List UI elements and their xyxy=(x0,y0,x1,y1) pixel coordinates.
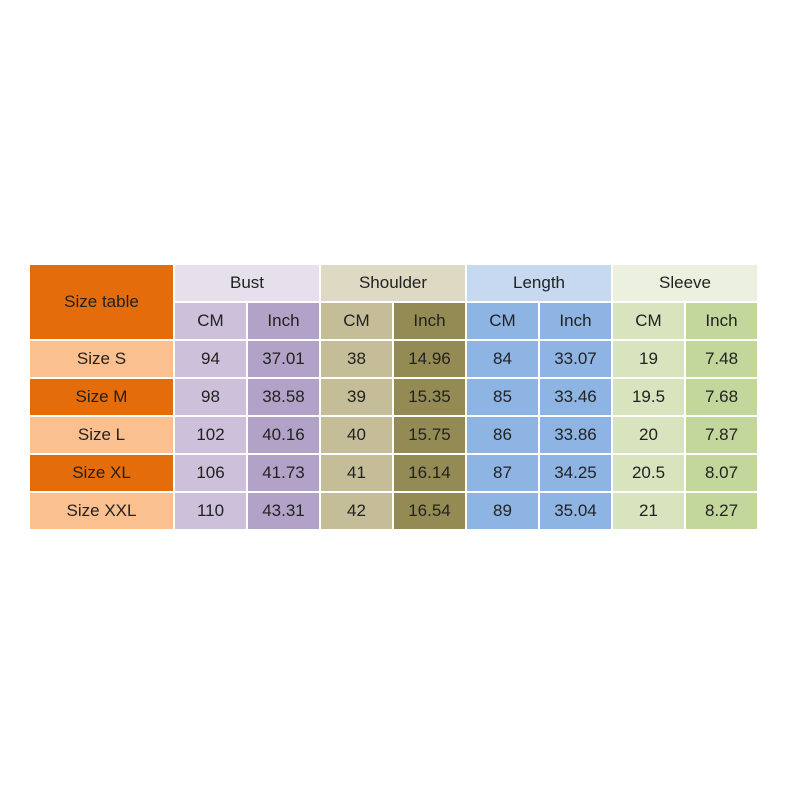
measurement: 84 xyxy=(465,339,540,379)
measurement: 38 xyxy=(319,339,394,379)
measurement: 15.75 xyxy=(392,415,467,455)
size-label: Size XXL xyxy=(28,491,175,531)
measurement: 16.54 xyxy=(392,491,467,531)
unit-header: CM xyxy=(173,301,248,341)
measurement: 33.46 xyxy=(538,377,613,417)
measurement: 42 xyxy=(319,491,394,531)
group-header: Sleeve xyxy=(611,263,759,303)
unit-header: Inch xyxy=(538,301,613,341)
measurement: 41.73 xyxy=(246,453,321,493)
size-label: Size L xyxy=(28,415,175,455)
measurement: 89 xyxy=(465,491,540,531)
unit-row: CM Inch CM Inch CM Inch CM Inch xyxy=(29,301,759,341)
measurement: 7.68 xyxy=(684,377,759,417)
size-label: Size M xyxy=(28,377,175,417)
measurement: 35.04 xyxy=(538,491,613,531)
size-label: Size XL xyxy=(28,453,175,493)
measurement: 15.35 xyxy=(392,377,467,417)
size-row: Size XL 106 41.73 41 16.14 87 34.25 20.5 8.07 xyxy=(28,453,759,493)
measurement: 43.31 xyxy=(246,491,321,531)
measurement: 8.07 xyxy=(684,453,759,493)
group-header: Length xyxy=(465,263,613,303)
measurement: 20.5 xyxy=(611,453,686,493)
measurement: 38.58 xyxy=(246,377,321,417)
unit-header: Inch xyxy=(392,301,467,341)
measurement: 106 xyxy=(173,453,248,493)
measurement: 19.5 xyxy=(611,377,686,417)
table-title: Size table xyxy=(28,263,175,341)
measurement: 19 xyxy=(611,339,686,379)
measurement: 41 xyxy=(319,453,394,493)
measurement: 85 xyxy=(465,377,540,417)
size-row: Size M 98 38.58 39 15.35 85 33.46 19.5 7.68 xyxy=(28,377,759,417)
table-body: Size table Bust Shoulder Length Sleeve CM Inch… xyxy=(28,263,759,531)
measurement: 14.96 xyxy=(392,339,467,379)
unit-header: CM xyxy=(319,301,394,341)
measurement: 16.14 xyxy=(392,453,467,493)
unit-header: Inch xyxy=(246,301,321,341)
size-row: Size L 102 40.16 40 15.75 86 33.86 20 7.87 xyxy=(28,415,759,455)
measurement: 110 xyxy=(173,491,248,531)
measurement: 94 xyxy=(173,339,248,379)
group-header: Shoulder xyxy=(319,263,467,303)
measurement: 98 xyxy=(173,377,248,417)
size-row: Size S 94 37.01 38 14.96 84 33.07 19 7.48 xyxy=(28,339,759,379)
measurement: 87 xyxy=(465,453,540,493)
header-row: Size table Bust Shoulder Length Sleeve xyxy=(28,263,759,341)
unit-header: Inch xyxy=(684,301,759,341)
measurement: 21 xyxy=(611,491,686,531)
unit-header: CM xyxy=(611,301,686,341)
measurement: 8.27 xyxy=(684,491,759,531)
measurement: 40 xyxy=(319,415,394,455)
measurement: 33.07 xyxy=(538,339,613,379)
measurement: 33.86 xyxy=(538,415,613,455)
size-row: Size XXL 110 43.31 42 16.54 89 35.04 21 8.27 xyxy=(28,491,759,531)
unit-header: CM xyxy=(465,301,540,341)
measurement: 102 xyxy=(173,415,248,455)
measurement: 7.87 xyxy=(684,415,759,455)
measurement: 34.25 xyxy=(538,453,613,493)
measurement: 37.01 xyxy=(246,339,321,379)
size-table: Size table Bust Shoulder Length Sleeve CM Inch… xyxy=(28,263,759,531)
measurement: 39 xyxy=(319,377,394,417)
measurement: 40.16 xyxy=(246,415,321,455)
measurement: 86 xyxy=(465,415,540,455)
measurement: 7.48 xyxy=(684,339,759,379)
size-label: Size S xyxy=(28,339,175,379)
measurement: 20 xyxy=(611,415,686,455)
group-header: Bust xyxy=(173,263,321,303)
